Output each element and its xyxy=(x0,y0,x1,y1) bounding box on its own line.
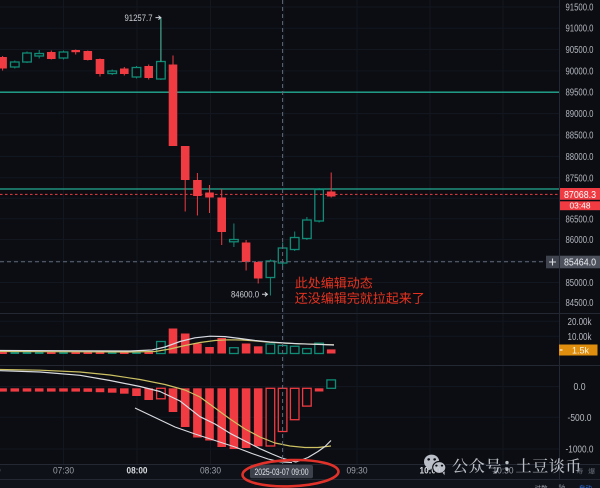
svg-text:91257.7: 91257.7 xyxy=(125,13,153,24)
svg-text:10:00: 10:00 xyxy=(420,466,441,477)
svg-text:0.0: 0.0 xyxy=(574,382,586,393)
svg-text:85000.0: 85000.0 xyxy=(566,278,594,289)
svg-text:84600.0: 84600.0 xyxy=(231,290,259,301)
svg-text:-500.0: -500.0 xyxy=(568,413,592,424)
svg-text:90000.0: 90000.0 xyxy=(566,66,594,77)
svg-text:07:30: 07:30 xyxy=(53,466,74,477)
svg-text:09:30: 09:30 xyxy=(347,466,368,477)
svg-text:10.00k: 10.00k xyxy=(568,332,593,343)
svg-text:86500.0: 86500.0 xyxy=(566,214,594,225)
svg-text:1.5k: 1.5k xyxy=(572,346,589,357)
svg-text:20.00k: 20.00k xyxy=(568,317,593,328)
svg-text:%: % xyxy=(559,483,566,488)
svg-text:89500.0: 89500.0 xyxy=(566,88,594,99)
svg-text:88000.0: 88000.0 xyxy=(566,152,594,163)
svg-text:91500.0: 91500.0 xyxy=(566,3,594,14)
svg-text:84500.0: 84500.0 xyxy=(566,298,594,309)
svg-text:-1000.0: -1000.0 xyxy=(566,445,594,456)
svg-text:88500.0: 88500.0 xyxy=(566,131,594,142)
svg-text:86000.0: 86000.0 xyxy=(566,235,594,246)
svg-text:89000.0: 89000.0 xyxy=(566,109,594,120)
svg-text:90500.0: 90500.0 xyxy=(566,45,594,56)
svg-text:03:48: 03:48 xyxy=(570,201,591,211)
svg-text:08:30: 08:30 xyxy=(200,466,221,477)
svg-text:87068.3: 87068.3 xyxy=(564,190,596,201)
svg-text:07:00: 07:00 xyxy=(0,466,1,477)
svg-text:87500.0: 87500.0 xyxy=(566,173,594,184)
svg-text:85464.0: 85464.0 xyxy=(564,258,596,269)
svg-text:91000.0: 91000.0 xyxy=(566,24,594,35)
svg-text:08:00: 08:00 xyxy=(127,466,148,477)
svg-text:2025-03-07 09:00: 2025-03-07 09:00 xyxy=(255,467,309,478)
svg-text:10:30: 10:30 xyxy=(493,466,514,477)
